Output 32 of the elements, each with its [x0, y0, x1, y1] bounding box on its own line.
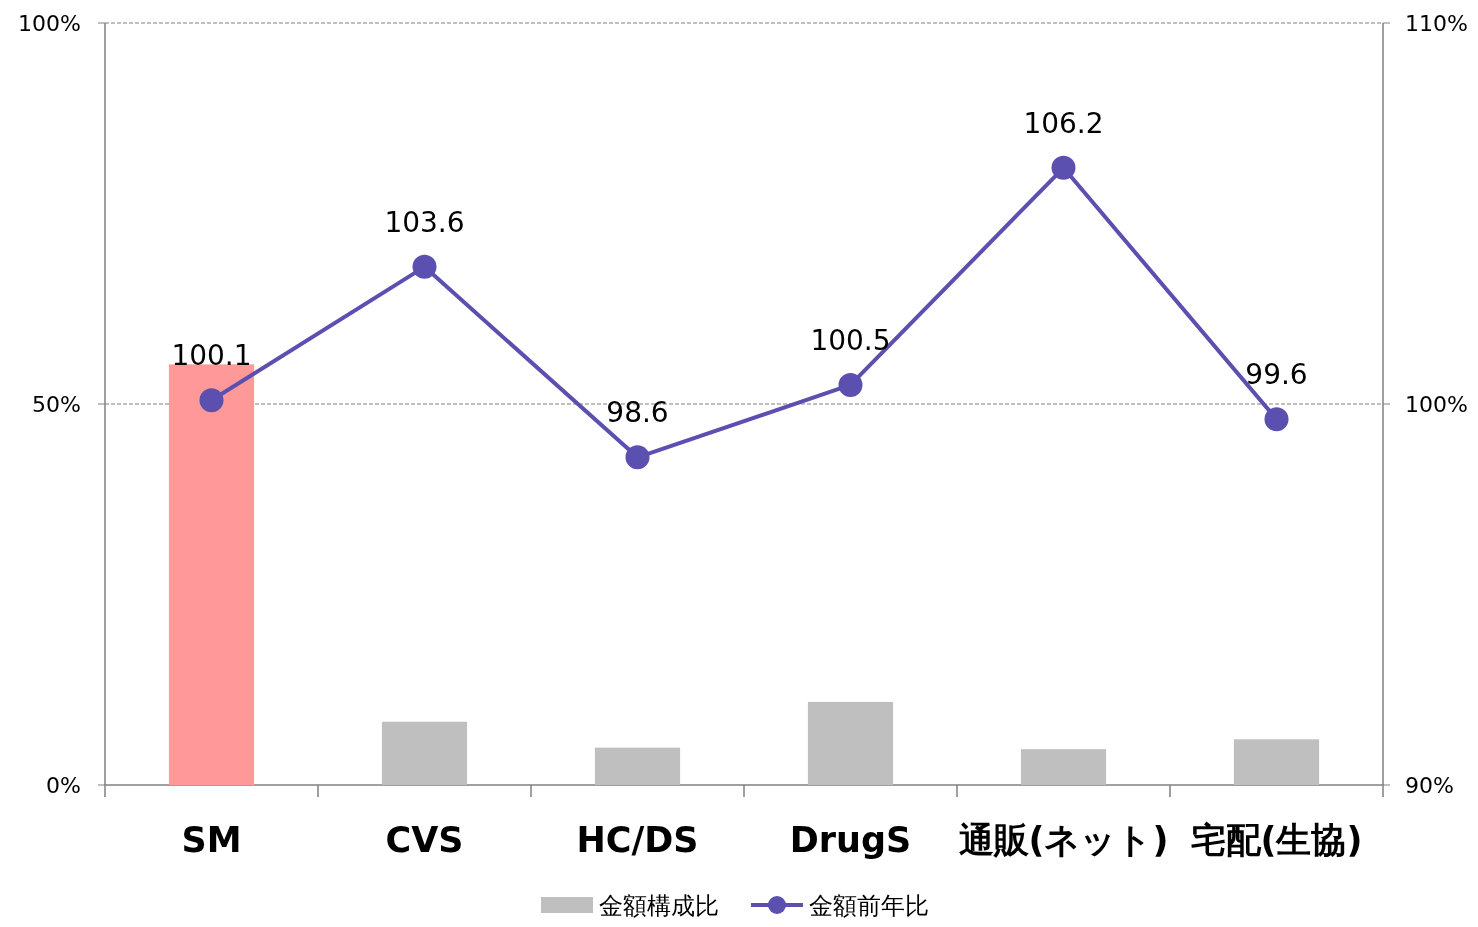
y-tick-label: 100%	[18, 11, 81, 36]
legend-label: 金額構成比	[599, 892, 719, 920]
point	[1051, 155, 1076, 180]
x-tick-label: DrugS	[789, 820, 912, 860]
bar	[381, 721, 468, 785]
bar	[1020, 749, 1107, 785]
x-tick-label: HC/DS	[576, 820, 699, 860]
bar	[168, 364, 255, 785]
y-tick-label: 50%	[32, 392, 81, 417]
x-tick-label: CVS	[385, 820, 464, 860]
y2-tick-label: 110%	[1405, 11, 1468, 36]
data-label: 98.6	[606, 396, 669, 430]
y-tick-label: 0%	[46, 773, 81, 798]
point	[199, 388, 224, 413]
x-tick-label: SM	[181, 820, 242, 860]
data-label: 100.5	[810, 323, 891, 357]
legend-label: 金額前年比	[809, 892, 929, 920]
x-tick-label: 通販(ネット)	[958, 820, 1169, 860]
point	[1264, 407, 1289, 432]
data-label: 103.6	[384, 205, 465, 239]
bar	[807, 701, 894, 785]
y2-tick-label: 100%	[1405, 392, 1468, 417]
data-label: 99.6	[1245, 358, 1308, 392]
point	[838, 372, 863, 397]
data-label: 100.1	[171, 339, 252, 373]
y2-tick-label: 90%	[1405, 773, 1454, 798]
point	[412, 254, 437, 279]
x-tick-label: 宅配(生協)	[1190, 820, 1363, 860]
data-label: 106.2	[1023, 106, 1104, 140]
bar	[594, 747, 681, 785]
bar	[1233, 739, 1320, 785]
point	[625, 445, 650, 470]
